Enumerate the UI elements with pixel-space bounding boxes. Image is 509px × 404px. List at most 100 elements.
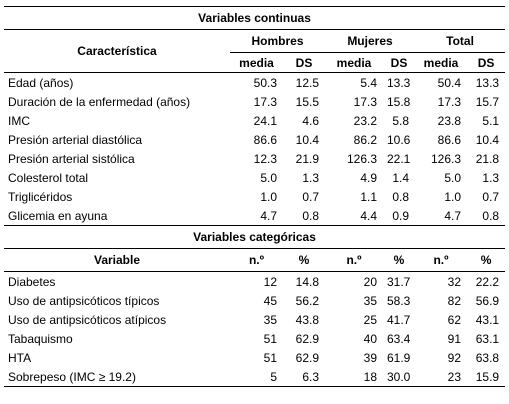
value-cell: 25 <box>363 312 377 327</box>
value-cell: 6.3 <box>283 367 325 387</box>
value-cell: 24.1 <box>253 113 277 128</box>
results-table: Variables continuas Característica Hombres… <box>4 6 506 387</box>
value-cell: 13.3 <box>475 75 500 90</box>
value-cell: 15.9 <box>467 367 506 387</box>
value-cell: 15.7 <box>475 94 500 109</box>
value-cell: 39 <box>363 350 377 365</box>
value-cell: 0.9 <box>383 206 415 226</box>
value-cell: 0.8 <box>283 206 325 226</box>
value-cell: 82 <box>447 293 461 308</box>
value-cell: 23.8 <box>437 113 461 128</box>
value-cell: 1.1 <box>360 189 377 204</box>
column-header: n.º <box>325 248 383 272</box>
row-label: Uso de antipsicóticos típicos <box>8 293 160 308</box>
value-cell: 12.5 <box>295 75 319 90</box>
row-label: Glicemia en ayuna <box>4 206 230 226</box>
value-cell: 1.0 <box>444 189 461 204</box>
group-header: Mujeres <box>325 29 415 53</box>
column-header: Característica <box>4 29 230 73</box>
table-row: Diabetes 12 14.8 20 31.7 32 22.2 <box>4 272 505 292</box>
value-cell: 14.8 <box>295 274 319 289</box>
value-cell: 5.8 <box>392 113 409 128</box>
sub-header: media <box>230 52 283 73</box>
value-cell: 91 <box>447 331 461 346</box>
column-header: % <box>467 248 506 272</box>
table-row: Uso de antipsicóticos atípicos 35 43.8 25 41… <box>4 310 505 329</box>
value-cell: 5.4 <box>360 75 377 90</box>
value-cell: 86.6 <box>437 132 461 147</box>
sub-header: DS <box>283 52 325 73</box>
value-cell: 23.2 <box>353 113 377 128</box>
table-row: Sobrepeso (IMC ≥ 19.2) 5 6.3 18 30.0 23 15.9 <box>4 367 506 387</box>
value-cell: 61.9 <box>387 350 411 365</box>
table-row: Colesterol total 5.0 1.3 4.9 1.4 5.0 1.3 <box>4 168 505 187</box>
row-label: Presión arterial sistólica <box>8 151 135 166</box>
row-label: Uso de antipsicóticos atípicos <box>8 312 167 327</box>
row-label: Tabaquismo <box>8 331 73 346</box>
table-body: Variables continuas Característica Hombres… <box>4 6 506 387</box>
value-cell: 10.4 <box>295 132 319 147</box>
value-cell: 10.6 <box>387 132 411 147</box>
row-label: Duración de la enfermedad (años) <box>8 94 191 109</box>
column-header: % <box>383 248 415 272</box>
row-label: HTA <box>8 350 32 365</box>
value-cell: 1.0 <box>260 189 277 204</box>
value-cell: 31.7 <box>387 274 411 289</box>
value-cell: 10.4 <box>475 132 500 147</box>
value-cell: 43.1 <box>475 312 500 327</box>
value-cell: 23 <box>415 367 467 387</box>
sub-header: media <box>325 52 383 73</box>
value-cell: 5.0 <box>260 170 277 185</box>
value-cell: 56.9 <box>475 293 500 308</box>
table-row: HTA 51 62.9 39 61.9 92 63.8 <box>4 348 505 367</box>
column-header: Variable <box>4 248 230 272</box>
value-cell: 63.8 <box>475 350 500 365</box>
value-cell: 92 <box>447 350 461 365</box>
row-label: Diabetes <box>8 274 56 289</box>
value-cell: 12 <box>263 274 277 289</box>
value-cell: 0.8 <box>467 206 506 226</box>
value-cell: 21.8 <box>475 151 500 166</box>
table-row: Característica Hombres Mujeres Total <box>4 29 506 73</box>
value-cell: 5.1 <box>482 113 500 128</box>
value-cell: 35 <box>363 293 377 308</box>
value-cell: 50.3 <box>253 75 277 90</box>
value-cell: 32 <box>447 274 461 289</box>
value-cell: 45 <box>263 293 277 308</box>
value-cell: 86.2 <box>353 132 377 147</box>
value-cell: 51 <box>263 350 277 365</box>
section-title: Variables continuas <box>4 6 506 30</box>
value-cell: 0.7 <box>302 189 319 204</box>
value-cell: 40 <box>363 331 377 346</box>
sub-header: DS <box>383 52 415 73</box>
column-header: n.º <box>230 248 283 272</box>
value-cell: 63.4 <box>387 331 411 346</box>
value-cell: 4.6 <box>302 113 319 128</box>
table-row: Triglicéridos 1.0 0.7 1.1 0.8 1.0 0.7 <box>4 187 505 206</box>
value-cell: 41.7 <box>387 312 411 327</box>
value-cell: 63.1 <box>475 331 500 346</box>
table-row: Uso de antipsicóticos típicos 45 56.2 35 58.… <box>4 291 505 310</box>
value-cell: 58.3 <box>387 293 411 308</box>
value-cell: 20 <box>363 274 377 289</box>
section-title: Variables categóricas <box>4 225 506 249</box>
value-cell: 4.7 <box>230 206 283 226</box>
row-label: Edad (años) <box>8 75 74 90</box>
value-cell: 5.0 <box>444 170 461 185</box>
value-cell: 22.2 <box>475 274 500 289</box>
row-label: Triglicéridos <box>8 189 73 204</box>
value-cell: 62 <box>447 312 461 327</box>
value-cell: 62.9 <box>295 350 319 365</box>
value-cell: 5 <box>230 367 283 387</box>
sub-header: media <box>415 52 467 73</box>
group-header: Hombres <box>230 29 325 53</box>
value-cell: 21.9 <box>295 151 319 166</box>
value-cell: 17.3 <box>437 94 461 109</box>
value-cell: 1.4 <box>392 170 409 185</box>
value-cell: 13.3 <box>387 75 411 90</box>
value-cell: 17.3 <box>353 94 377 109</box>
value-cell: 18 <box>325 367 383 387</box>
table-row: Presión arterial sistólica 12.3 21.9 126.3 2… <box>4 149 505 168</box>
table-row: Presión arterial diastólica 86.6 10.4 86.2 1… <box>4 130 505 149</box>
